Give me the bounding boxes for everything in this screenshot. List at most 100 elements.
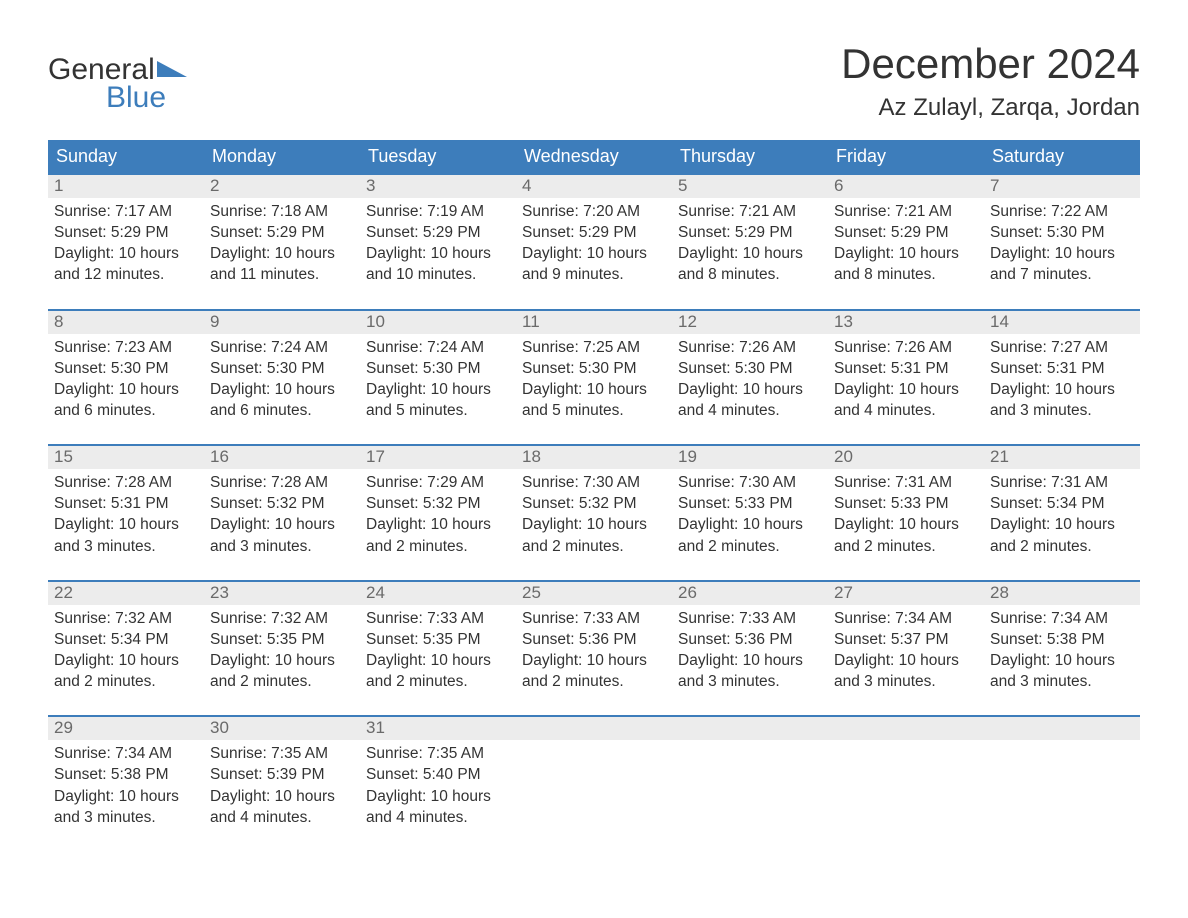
logo-word2: Blue: [48, 82, 187, 114]
day-cell: 5Sunrise: 7:21 AMSunset: 5:29 PMDaylight…: [672, 175, 828, 295]
day-d2: and 10 minutes.: [366, 265, 510, 285]
day-sunrise: Sunrise: 7:17 AM: [54, 202, 198, 222]
day-d1: Daylight: 10 hours: [990, 380, 1134, 400]
day-number: 12: [672, 311, 828, 334]
day-sunrise: Sunrise: 7:19 AM: [366, 202, 510, 222]
day-body: Sunrise: 7:30 AMSunset: 5:32 PMDaylight:…: [516, 469, 672, 566]
day-d1: Daylight: 10 hours: [522, 651, 666, 671]
day-cell: 15Sunrise: 7:28 AMSunset: 5:31 PMDayligh…: [48, 446, 204, 566]
day-cell: [828, 717, 984, 837]
day-number: 29: [48, 717, 204, 740]
day-d1: Daylight: 10 hours: [834, 651, 978, 671]
day-sunset: Sunset: 5:40 PM: [366, 765, 510, 785]
day-d1: Daylight: 10 hours: [990, 515, 1134, 535]
day-sunrise: Sunrise: 7:18 AM: [210, 202, 354, 222]
day-d1: Daylight: 10 hours: [210, 244, 354, 264]
day-number: 23: [204, 582, 360, 605]
day-sunrise: Sunrise: 7:33 AM: [678, 609, 822, 629]
day-number: 22: [48, 582, 204, 605]
day-body: Sunrise: 7:18 AMSunset: 5:29 PMDaylight:…: [204, 198, 360, 295]
logo: General Blue: [48, 40, 187, 113]
day-d2: and 3 minutes.: [678, 672, 822, 692]
day-body: Sunrise: 7:22 AMSunset: 5:30 PMDaylight:…: [984, 198, 1140, 295]
day-body: Sunrise: 7:26 AMSunset: 5:31 PMDaylight:…: [828, 334, 984, 431]
day-d1: Daylight: 10 hours: [54, 787, 198, 807]
day-cell: 8Sunrise: 7:23 AMSunset: 5:30 PMDaylight…: [48, 311, 204, 431]
day-sunset: Sunset: 5:29 PM: [54, 223, 198, 243]
day-body: Sunrise: 7:32 AMSunset: 5:35 PMDaylight:…: [204, 605, 360, 702]
dow-saturday: Saturday: [984, 140, 1140, 173]
dow-thursday: Thursday: [672, 140, 828, 173]
day-sunset: Sunset: 5:29 PM: [366, 223, 510, 243]
day-d2: and 2 minutes.: [522, 537, 666, 557]
day-d2: and 5 minutes.: [366, 401, 510, 421]
day-number: 20: [828, 446, 984, 469]
day-body: Sunrise: 7:34 AMSunset: 5:37 PMDaylight:…: [828, 605, 984, 702]
day-sunrise: Sunrise: 7:22 AM: [990, 202, 1134, 222]
day-d2: and 2 minutes.: [210, 672, 354, 692]
day-number: 8: [48, 311, 204, 334]
day-d1: Daylight: 10 hours: [366, 380, 510, 400]
day-d1: Daylight: 10 hours: [834, 244, 978, 264]
day-sunrise: Sunrise: 7:27 AM: [990, 338, 1134, 358]
header: General Blue December 2024 Az Zulayl, Za…: [48, 40, 1140, 122]
day-body: Sunrise: 7:19 AMSunset: 5:29 PMDaylight:…: [360, 198, 516, 295]
day-sunset: Sunset: 5:35 PM: [366, 630, 510, 650]
day-d1: Daylight: 10 hours: [678, 244, 822, 264]
day-d2: and 3 minutes.: [990, 672, 1134, 692]
day-body: Sunrise: 7:23 AMSunset: 5:30 PMDaylight:…: [48, 334, 204, 431]
day-d2: and 8 minutes.: [834, 265, 978, 285]
day-number: 28: [984, 582, 1140, 605]
day-number-empty: [516, 717, 672, 740]
day-sunrise: Sunrise: 7:24 AM: [210, 338, 354, 358]
month-title: December 2024: [841, 40, 1140, 88]
day-cell: 12Sunrise: 7:26 AMSunset: 5:30 PMDayligh…: [672, 311, 828, 431]
week-row: 1Sunrise: 7:17 AMSunset: 5:29 PMDaylight…: [48, 173, 1140, 295]
logo-flag-icon: [157, 59, 187, 79]
day-body: Sunrise: 7:20 AMSunset: 5:29 PMDaylight:…: [516, 198, 672, 295]
day-sunrise: Sunrise: 7:33 AM: [366, 609, 510, 629]
day-d2: and 4 minutes.: [366, 808, 510, 828]
day-d2: and 3 minutes.: [54, 808, 198, 828]
day-number: 30: [204, 717, 360, 740]
day-sunset: Sunset: 5:37 PM: [834, 630, 978, 650]
day-cell: 16Sunrise: 7:28 AMSunset: 5:32 PMDayligh…: [204, 446, 360, 566]
day-d1: Daylight: 10 hours: [366, 787, 510, 807]
day-d2: and 2 minutes.: [990, 537, 1134, 557]
day-cell: 3Sunrise: 7:19 AMSunset: 5:29 PMDaylight…: [360, 175, 516, 295]
day-cell: 18Sunrise: 7:30 AMSunset: 5:32 PMDayligh…: [516, 446, 672, 566]
day-sunrise: Sunrise: 7:31 AM: [990, 473, 1134, 493]
day-d1: Daylight: 10 hours: [834, 380, 978, 400]
day-sunset: Sunset: 5:31 PM: [834, 359, 978, 379]
week-row: 15Sunrise: 7:28 AMSunset: 5:31 PMDayligh…: [48, 444, 1140, 566]
day-d1: Daylight: 10 hours: [990, 651, 1134, 671]
day-number: 26: [672, 582, 828, 605]
day-body: Sunrise: 7:21 AMSunset: 5:29 PMDaylight:…: [672, 198, 828, 295]
day-d1: Daylight: 10 hours: [834, 515, 978, 535]
day-sunset: Sunset: 5:30 PM: [522, 359, 666, 379]
day-sunset: Sunset: 5:30 PM: [678, 359, 822, 379]
day-sunset: Sunset: 5:33 PM: [678, 494, 822, 514]
day-body: Sunrise: 7:35 AMSunset: 5:39 PMDaylight:…: [204, 740, 360, 837]
day-d1: Daylight: 10 hours: [522, 244, 666, 264]
title-block: December 2024 Az Zulayl, Zarqa, Jordan: [841, 40, 1140, 122]
day-number: 9: [204, 311, 360, 334]
day-sunset: Sunset: 5:38 PM: [54, 765, 198, 785]
day-cell: 10Sunrise: 7:24 AMSunset: 5:30 PMDayligh…: [360, 311, 516, 431]
day-body: Sunrise: 7:27 AMSunset: 5:31 PMDaylight:…: [984, 334, 1140, 431]
dow-tuesday: Tuesday: [360, 140, 516, 173]
day-d2: and 2 minutes.: [366, 672, 510, 692]
dow-friday: Friday: [828, 140, 984, 173]
day-body: Sunrise: 7:32 AMSunset: 5:34 PMDaylight:…: [48, 605, 204, 702]
day-number: 15: [48, 446, 204, 469]
day-d1: Daylight: 10 hours: [54, 244, 198, 264]
day-sunrise: Sunrise: 7:30 AM: [678, 473, 822, 493]
day-number: 17: [360, 446, 516, 469]
day-sunset: Sunset: 5:29 PM: [678, 223, 822, 243]
dow-wednesday: Wednesday: [516, 140, 672, 173]
day-sunset: Sunset: 5:35 PM: [210, 630, 354, 650]
day-of-week-row: SundayMondayTuesdayWednesdayThursdayFrid…: [48, 140, 1140, 173]
day-d1: Daylight: 10 hours: [678, 380, 822, 400]
day-cell: 26Sunrise: 7:33 AMSunset: 5:36 PMDayligh…: [672, 582, 828, 702]
day-cell: [672, 717, 828, 837]
